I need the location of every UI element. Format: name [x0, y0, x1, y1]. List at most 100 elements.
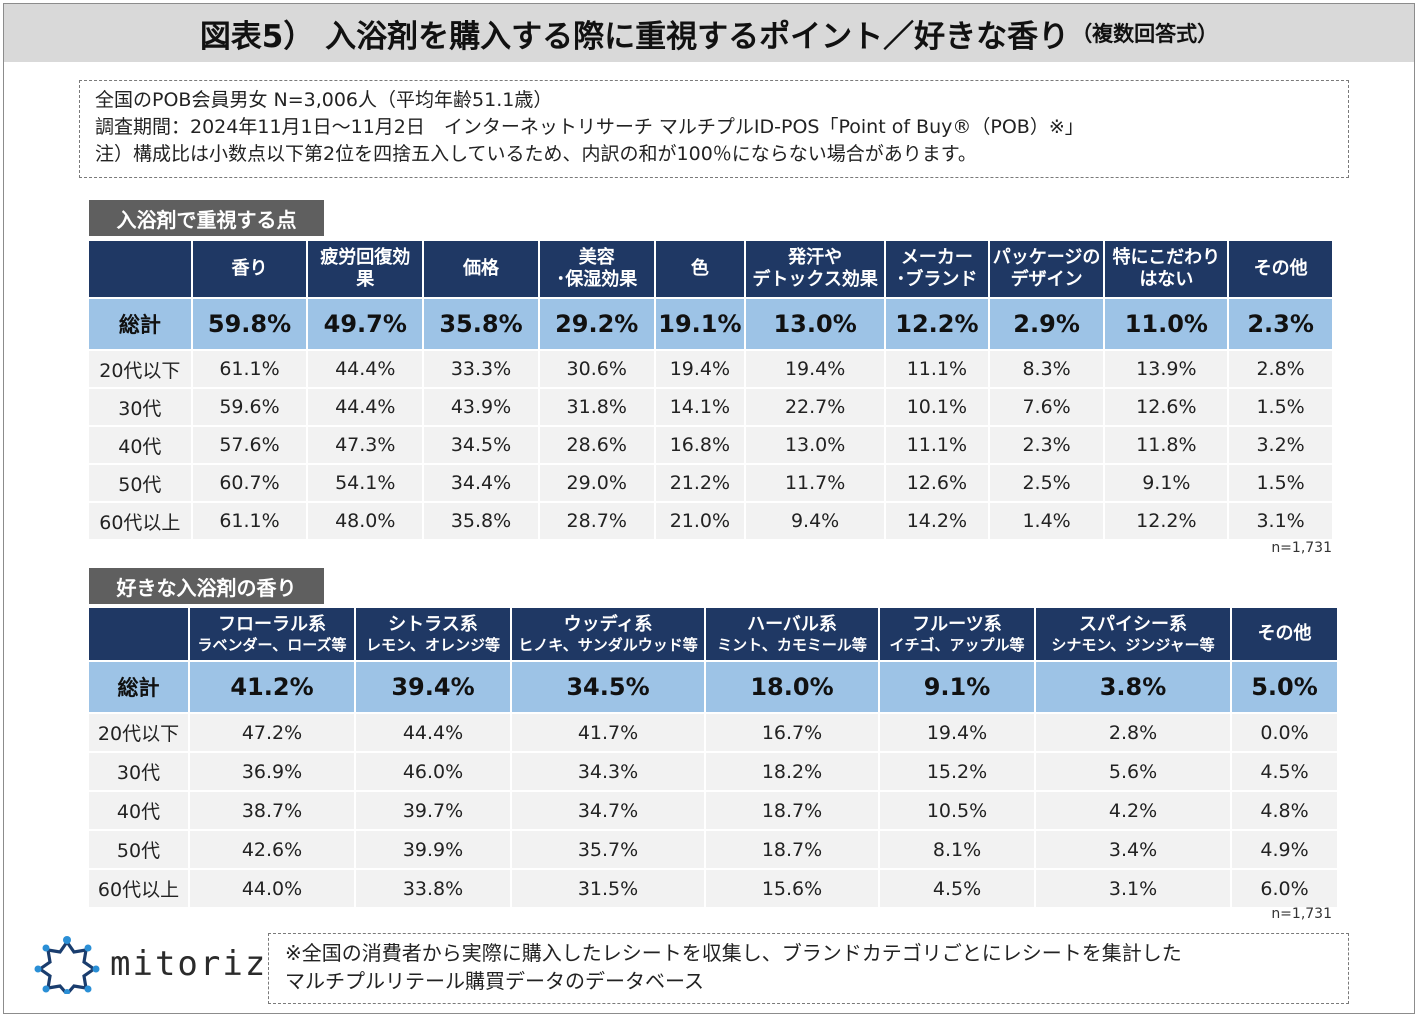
table-cell: 57.6% — [192, 427, 307, 463]
column-header-line: 特にこだわり — [1112, 247, 1221, 268]
table-cell: 13.9% — [1105, 351, 1228, 387]
table-cell: 4.8% — [1232, 792, 1337, 829]
table-cell: 30.6% — [539, 351, 654, 387]
table-cell: 3.4% — [1036, 831, 1230, 868]
column-header-line: フルーツ系 — [912, 613, 1002, 635]
table-cell: 9.1% — [880, 662, 1034, 712]
column-header-line: 香り — [231, 258, 268, 279]
table-cell: 12.2% — [886, 299, 988, 349]
table-cell: 12.6% — [886, 465, 988, 501]
table-cell: 54.1% — [308, 465, 423, 501]
row-label: 30代 — [89, 753, 188, 790]
table-cell: 34.5% — [424, 427, 538, 463]
column-header-line: ラベンダー、ローズ等 — [197, 635, 347, 654]
table-cell: 9.4% — [746, 503, 885, 539]
table-cell: 35.8% — [424, 503, 538, 539]
column-header: メーカー ･ブランド — [886, 241, 988, 297]
table-cell: 16.8% — [655, 427, 745, 463]
table-cell: 41.7% — [512, 714, 704, 751]
column-header-line: その他 — [1253, 258, 1308, 279]
column-header: その他 — [1232, 608, 1337, 660]
table-cell: 34.3% — [512, 753, 704, 790]
importance-table: 香り 疲労回復効果価格 美容 ･保湿効果 色 発汗や デトックス効果 メーカー ･ブランド パッケ… — [87, 239, 1334, 541]
table-row: 30代 36.9% 46.0% 34.3% 18.2% 15.2% 5.6% 4.5% — [89, 753, 1337, 790]
sample-size-note: n=1,731 — [1271, 906, 1332, 922]
table-cell: 61.1% — [192, 503, 307, 539]
table-cell: 28.6% — [539, 427, 654, 463]
table-cell: 16.7% — [706, 714, 878, 751]
table-row: 60代以上 61.1% 48.0% 35.8% 28.7% 21.0% 9.4% 14.2% 1… — [89, 503, 1332, 539]
row-label: 20代以下 — [89, 714, 188, 751]
table-cell: 35.8% — [424, 299, 538, 349]
column-header-line: 発汗や — [788, 247, 843, 268]
table-cell: 18.7% — [706, 792, 878, 829]
table-cell: 9.1% — [1105, 465, 1228, 501]
column-header-line: 色 — [690, 258, 709, 279]
figure-title-main: 図表5） 入浴剤を購入する際に重視するポイント／好きな香り — [199, 18, 1070, 55]
table-cell: 5.0% — [1232, 662, 1337, 712]
table-cell: 2.8% — [1229, 351, 1332, 387]
table-cell: 7.6% — [989, 389, 1104, 425]
table-row: 60代以上 44.0% 33.8% 31.5% 15.6% 4.5% 3.1% 6.0% — [89, 870, 1337, 907]
column-header: 疲労回復効果 — [308, 241, 423, 297]
table-cell: 0.0% — [1232, 714, 1337, 751]
table-cell: 11.1% — [886, 427, 988, 463]
table-cell: 3.1% — [1229, 503, 1332, 539]
table-cell: 41.2% — [190, 662, 354, 712]
mitoriz-logo-text: mitoriz — [110, 944, 268, 984]
column-header-line: イチゴ、アップル等 — [889, 635, 1025, 654]
table-cell: 14.2% — [886, 503, 988, 539]
column-header-line: ヒノキ、サンダルウッド等 — [518, 635, 698, 654]
table-cell: 12.2% — [1105, 503, 1228, 539]
table-cell: 11.0% — [1105, 299, 1228, 349]
table-cell: 59.8% — [192, 299, 307, 349]
table-cell: 43.9% — [424, 389, 538, 425]
row-label: 30代 — [89, 389, 191, 425]
figure-title-sub: （複数回答式） — [1071, 22, 1219, 46]
table-cell: 11.1% — [886, 351, 988, 387]
table-cell: 10.5% — [880, 792, 1034, 829]
survey-info-line: 注）構成比は小数点以下第2位を四捨五入しているため、内訳の和が100％にならない… — [95, 143, 977, 165]
table-cell: 28.7% — [539, 503, 654, 539]
row-label: 60代以上 — [89, 503, 191, 539]
table-cell: 48.0% — [308, 503, 423, 539]
table-cell: 19.1% — [655, 299, 745, 349]
table-cell: 2.3% — [1229, 299, 1332, 349]
table-cell: 31.5% — [512, 870, 704, 907]
table-cell: 34.7% — [512, 792, 704, 829]
footnote-line: マルチプルリテール購買データのデータベース — [285, 969, 704, 993]
table-cell: 13.0% — [746, 299, 885, 349]
table-cell: 12.6% — [1105, 389, 1228, 425]
column-header: ハーバル系 ミント、カモミール等 — [706, 608, 878, 660]
mitoriz-logo: mitoriz — [34, 934, 267, 994]
column-header: 発汗や デトックス効果 — [746, 241, 885, 297]
table-cell: 3.2% — [1229, 427, 1332, 463]
column-header: パッケージの デザイン — [989, 241, 1104, 297]
table-row: 40代 57.6% 47.3% 34.5% 28.6% 16.8% 13.0% 11.1% 2.… — [89, 427, 1332, 463]
table-total-row: 総計 59.8% 49.7% 35.8% 29.2% 19.1% 13.0% 12.2% 2.9… — [89, 299, 1332, 349]
column-header-line: メーカー — [900, 247, 973, 268]
table-cell: 44.4% — [308, 351, 423, 387]
table-cell: 4.5% — [1232, 753, 1337, 790]
table-cell: 14.1% — [655, 389, 745, 425]
table-cell: 47.2% — [190, 714, 354, 751]
column-header: 美容 ･保湿効果 — [539, 241, 654, 297]
table-cell: 36.9% — [190, 753, 354, 790]
table-cell: 19.4% — [655, 351, 745, 387]
table-row: 20代以下 61.1% 44.4% 33.3% 30.6% 19.4% 19.4% 11.1%… — [89, 351, 1332, 387]
column-header: 価格 — [424, 241, 538, 297]
table-cell: 18.2% — [706, 753, 878, 790]
column-header: 特にこだわり はない — [1105, 241, 1228, 297]
column-header: 色 — [655, 241, 745, 297]
row-label: 60代以上 — [89, 870, 188, 907]
table-cell: 4.5% — [880, 870, 1034, 907]
table-cell: 34.4% — [424, 465, 538, 501]
column-header: フルーツ系 イチゴ、アップル等 — [880, 608, 1034, 660]
table-cell: 18.0% — [706, 662, 878, 712]
table-cell: 3.1% — [1036, 870, 1230, 907]
table-cell: 8.3% — [989, 351, 1104, 387]
row-label: 40代 — [89, 792, 188, 829]
table-cell: 22.7% — [746, 389, 885, 425]
table-cell: 11.8% — [1105, 427, 1228, 463]
mitoriz-star-logo-icon — [34, 936, 100, 994]
